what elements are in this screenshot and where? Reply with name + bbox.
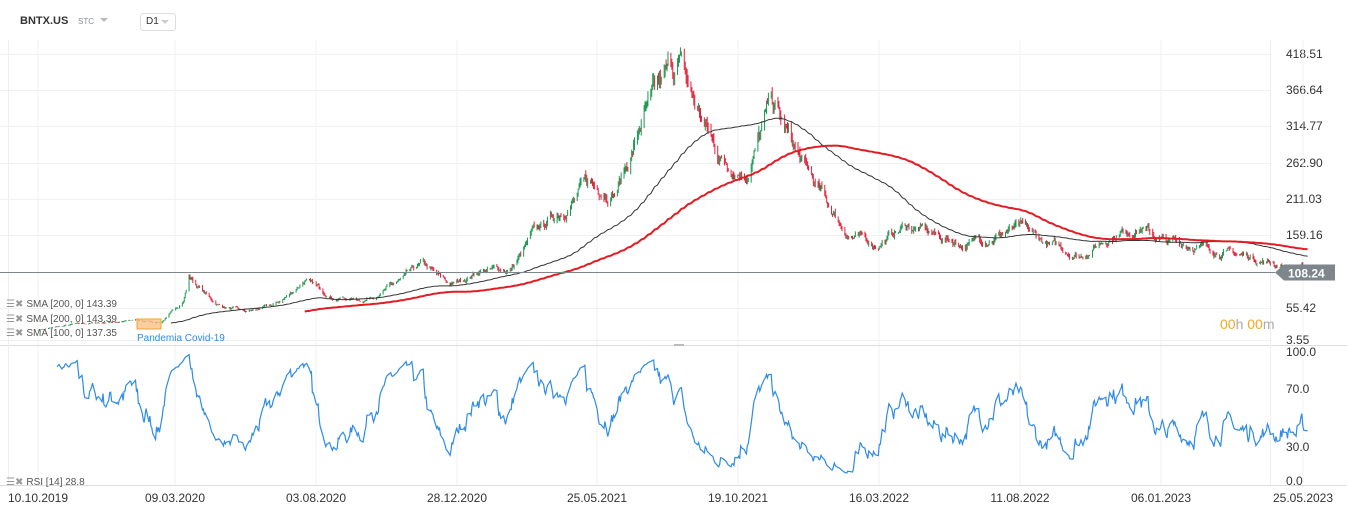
- y-tick-label: 211.03: [1286, 192, 1322, 206]
- x-tick-label: 16.03.2022: [849, 491, 909, 505]
- annotation-marker: [136, 318, 162, 330]
- y-tick-label: 262.90: [1286, 156, 1323, 170]
- legend-sma-200-a[interactable]: ☰✖ SMA [200, 0] 143.39: [6, 299, 117, 310]
- sma-200-line: [304, 144, 1308, 313]
- rsi-line: [56, 353, 1308, 474]
- rsi-tick-label: 100.0: [1286, 345, 1316, 359]
- menu-icon[interactable]: ☰✖: [6, 328, 24, 339]
- annotation-label[interactable]: Pandemia Covid-19: [137, 333, 225, 344]
- x-tick-label: 25.05.2021: [567, 491, 627, 505]
- x-tick-label: 25.05.2023: [1273, 491, 1333, 505]
- chevron-down-icon[interactable]: [100, 18, 108, 22]
- symbol-label[interactable]: BNTX.US: [20, 15, 69, 27]
- x-tick-label: 03.08.2020: [286, 491, 346, 505]
- timeframe-select[interactable]: D1: [140, 13, 176, 31]
- instrument-type[interactable]: STC: [78, 17, 94, 26]
- legend-label: SMA [200, 0] 143.39: [26, 314, 117, 325]
- y-tick-label: 366.64: [1286, 83, 1323, 97]
- y-tick-label: 159.16: [1286, 228, 1323, 242]
- last-price-label: 108.24: [1288, 267, 1325, 281]
- x-tick-label: 19.10.2021: [708, 491, 768, 505]
- sma-100-line: [170, 117, 1308, 324]
- timeframe-value: D1: [146, 16, 159, 27]
- x-tick-label: 06.01.2023: [1131, 491, 1191, 505]
- legend-label: SMA [100, 0] 137.35: [26, 328, 117, 339]
- x-tick-label: 09.03.2020: [145, 491, 205, 505]
- rsi-tick-label: 0.0: [1286, 474, 1303, 488]
- menu-icon[interactable]: ☰✖: [6, 477, 24, 488]
- y-tick-label: 418.51: [1286, 47, 1323, 61]
- menu-icon[interactable]: ☰✖: [6, 314, 24, 325]
- y-tick-label: 3.55: [1286, 333, 1310, 347]
- rsi-tick-label: 30.0: [1286, 440, 1310, 454]
- legend-label: SMA [200, 0] 143.39: [26, 299, 117, 310]
- y-tick-label: 314.77: [1286, 119, 1323, 133]
- last-price-badge: [1275, 264, 1335, 281]
- legend-label: RSI [14] 28.8: [26, 477, 85, 488]
- x-tick-label: 11.08.2022: [990, 491, 1049, 505]
- chart-header: BNTX.US STC D1: [0, 0, 1347, 40]
- candle-timer: 00h 00m: [1220, 316, 1275, 332]
- rsi-tick-label: 70.0: [1286, 382, 1310, 396]
- chevron-down-icon: [161, 20, 169, 24]
- panel-resize-handle[interactable]: [674, 344, 684, 346]
- x-tick-label: 10.10.2019: [8, 491, 68, 505]
- x-tick-label: 28.12.2020: [427, 491, 487, 505]
- legend-sma-100[interactable]: ☰✖ SMA [100, 0] 137.35: [6, 328, 117, 339]
- legend-rsi[interactable]: ☰✖ RSI [14] 28.8: [6, 477, 85, 488]
- y-tick-label: 55.42: [1286, 301, 1316, 315]
- menu-icon[interactable]: ☰✖: [6, 299, 24, 310]
- legend-sma-200-b[interactable]: ☰✖ SMA [200, 0] 143.39: [6, 314, 117, 325]
